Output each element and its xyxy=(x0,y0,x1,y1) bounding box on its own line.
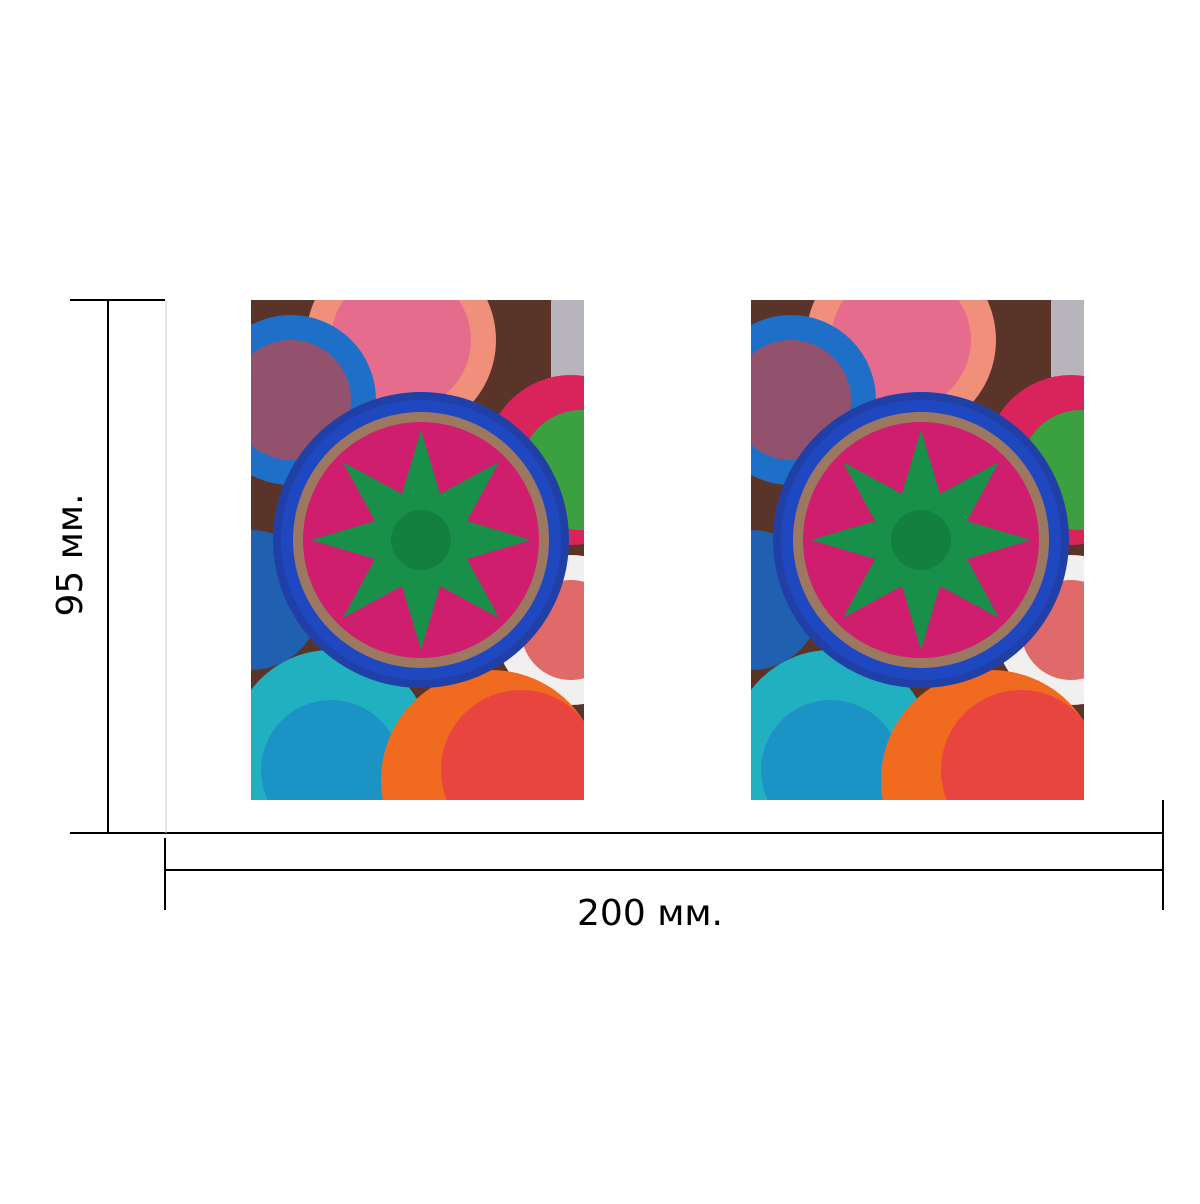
width-label: 200 мм. xyxy=(577,893,723,934)
product-photo xyxy=(181,245,656,890)
dimension-lines xyxy=(70,299,1164,910)
product-photo xyxy=(681,245,1156,890)
height-label: 95 мм. xyxy=(50,493,91,616)
